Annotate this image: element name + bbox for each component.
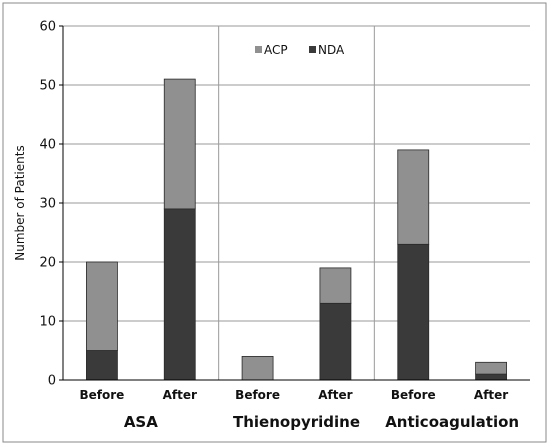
y-axis-label: Number of Patients [13,145,27,260]
bar-segment-acp [241,355,274,381]
axes [59,25,530,381]
bars [86,78,507,381]
x-category-label: Before [80,388,125,402]
bar-segment-nda [475,373,507,381]
group-separators [218,26,375,380]
bar-segment-acp [86,261,118,351]
x-category-label: After [474,388,508,402]
y-tick-label: 50 [39,79,56,94]
group-label: Anticoagulation [385,413,519,431]
bar-segment-nda [163,208,196,381]
bar-segment-acp [397,149,430,245]
y-tick-label: 30 [39,197,56,212]
x-category-label: After [318,388,352,402]
y-tick-label: 60 [39,20,56,35]
legend-label: ACP [264,43,288,57]
y-tick-label: 0 [48,374,56,389]
legend-label: NDA [318,43,345,57]
bar-segment-nda [397,243,430,381]
bar-segment-acp [475,361,507,375]
y-tick-label: 10 [39,315,56,330]
bar-segment-acp [319,267,352,304]
gridlines [63,25,530,322]
bar-segment-acp [163,78,196,210]
bar-segment-nda [319,302,352,381]
group-label: ASA [124,413,158,431]
x-category-label: Before [235,388,280,402]
x-category-label: Before [391,388,436,402]
x-category-labels: Before After Before After Before After [80,388,509,402]
y-tick-label: 40 [39,138,56,153]
legend-swatch-acp [255,46,262,53]
legend-swatch-nda [309,46,316,53]
group-label: Thienopyridine [233,413,360,431]
group-labels: ASA Thienopyridine Anticoagulation [124,413,519,431]
x-category-label: After [163,388,197,402]
y-tick-labels: 0 10 20 30 40 50 60 [39,20,56,389]
bar-segment-nda [86,350,118,381]
legend: ACP NDA [255,43,345,57]
y-tick-label: 20 [39,256,56,271]
